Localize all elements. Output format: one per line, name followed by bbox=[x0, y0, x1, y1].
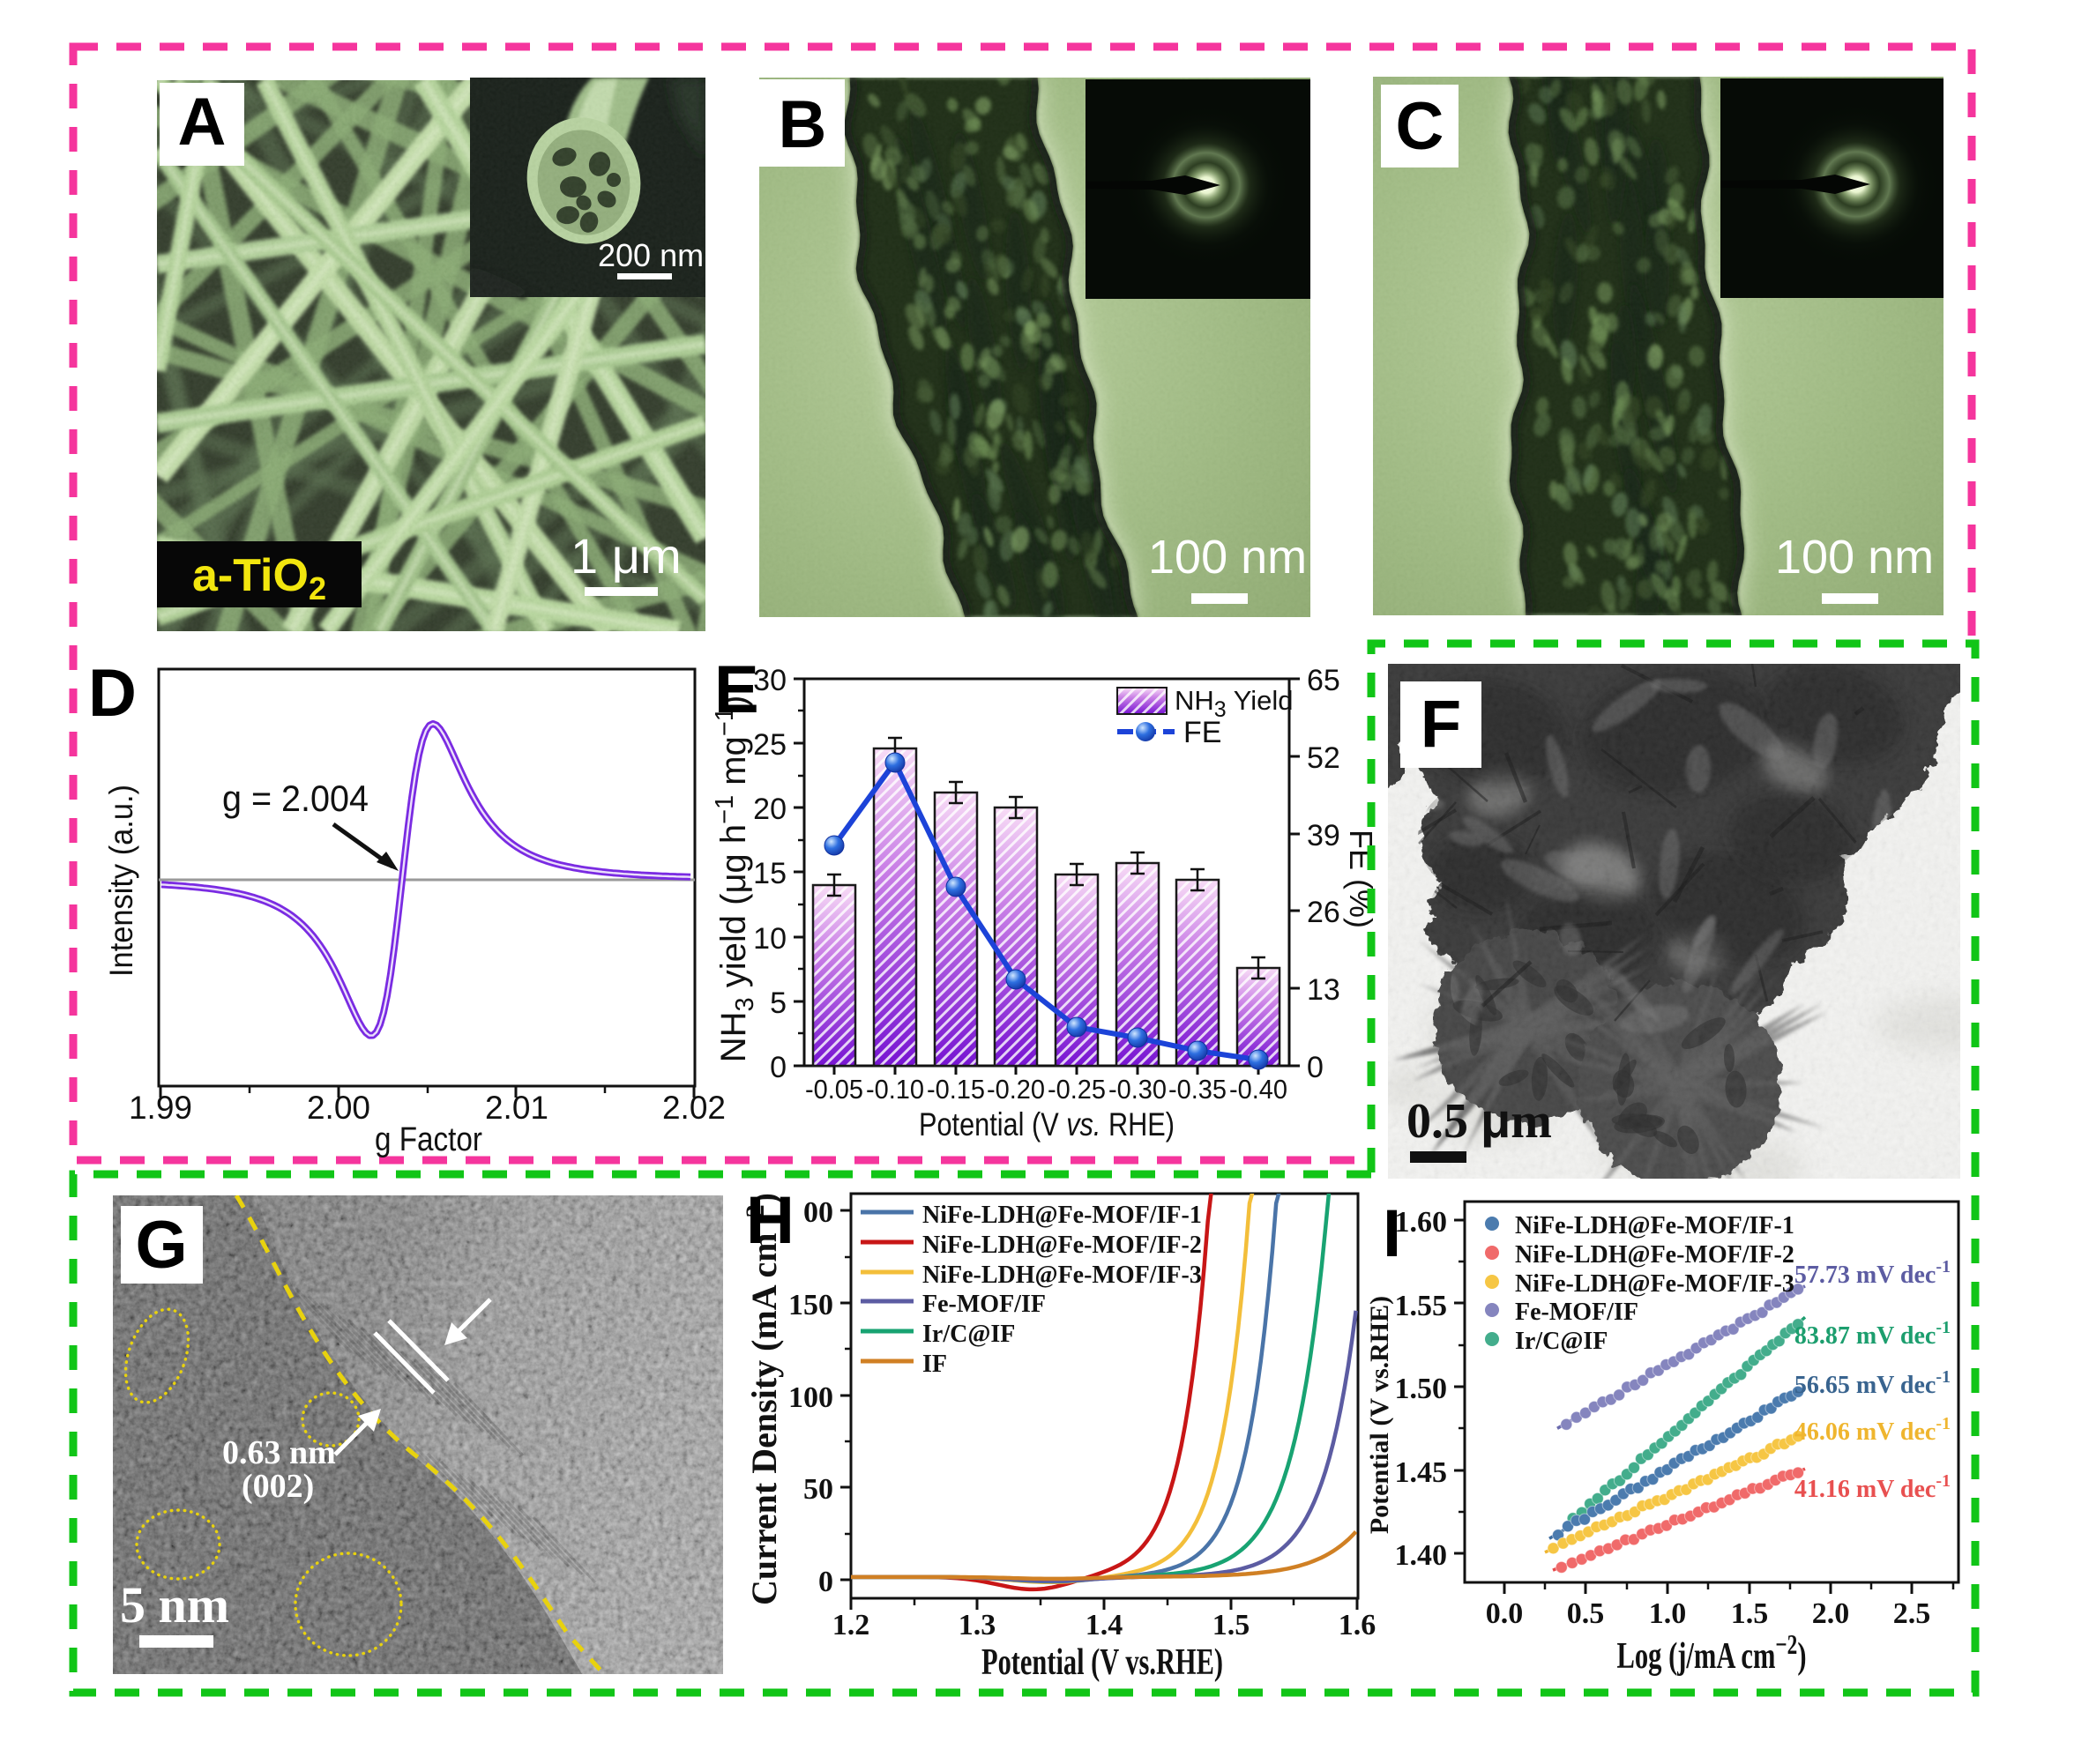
svg-text:Fe-MOF/IF: Fe-MOF/IF bbox=[922, 1291, 1046, 1318]
svg-text:F: F bbox=[1421, 687, 1461, 762]
svg-text:g Factor: g Factor bbox=[375, 1121, 482, 1158]
svg-text:Ir/C@IF: Ir/C@IF bbox=[922, 1321, 1015, 1348]
svg-text:2.00: 2.00 bbox=[307, 1090, 370, 1126]
svg-text:-0.40: -0.40 bbox=[1229, 1074, 1287, 1105]
svg-text:(002): (002) bbox=[242, 1468, 314, 1505]
svg-text:NiFe-LDH@Fe-MOF/IF-3: NiFe-LDH@Fe-MOF/IF-3 bbox=[1515, 1270, 1794, 1298]
svg-text:NiFe-LDH@Fe-MOF/IF-2: NiFe-LDH@Fe-MOF/IF-2 bbox=[922, 1232, 1202, 1259]
svg-text:41.16 mV dec-1: 41.16 mV dec-1 bbox=[1794, 1471, 1951, 1503]
svg-text:C: C bbox=[1396, 89, 1444, 164]
svg-text:-0.15: -0.15 bbox=[927, 1074, 985, 1105]
svg-text:D: D bbox=[88, 656, 137, 731]
svg-text:1 μm: 1 μm bbox=[571, 528, 682, 584]
svg-text:1.55: 1.55 bbox=[1395, 1290, 1448, 1322]
svg-text:30: 30 bbox=[753, 664, 787, 697]
svg-text:5 nm: 5 nm bbox=[120, 1576, 229, 1634]
svg-text:15: 15 bbox=[753, 857, 787, 890]
svg-text:Potential (V vs.RHE): Potential (V vs.RHE) bbox=[1365, 1296, 1394, 1534]
svg-text:g = 2.004: g = 2.004 bbox=[222, 778, 369, 819]
svg-text:1.40: 1.40 bbox=[1395, 1539, 1448, 1572]
svg-text:-0.25: -0.25 bbox=[1048, 1074, 1106, 1105]
svg-text:Log (j/mA cm−2): Log (j/mA cm−2) bbox=[1617, 1628, 1807, 1677]
svg-text:-0.20: -0.20 bbox=[987, 1074, 1045, 1105]
svg-text:-0.10: -0.10 bbox=[866, 1074, 924, 1105]
svg-text:57.73 mV dec-1: 57.73 mV dec-1 bbox=[1794, 1257, 1951, 1289]
svg-text:0.5: 0.5 bbox=[1567, 1597, 1605, 1630]
svg-text:0: 0 bbox=[770, 1051, 787, 1084]
svg-text:Potential (V vs. RHE): Potential (V vs. RHE) bbox=[919, 1106, 1175, 1143]
svg-text:A: A bbox=[178, 85, 227, 160]
svg-text:20: 20 bbox=[753, 793, 787, 826]
svg-text:1.50: 1.50 bbox=[1395, 1373, 1448, 1405]
svg-text:52: 52 bbox=[1307, 741, 1340, 775]
svg-text:2.02: 2.02 bbox=[662, 1090, 726, 1126]
svg-text:1.45: 1.45 bbox=[1395, 1456, 1448, 1489]
svg-text:100 nm: 100 nm bbox=[1148, 531, 1307, 584]
svg-text:H: H bbox=[746, 1183, 795, 1258]
svg-text:1.99: 1.99 bbox=[129, 1090, 192, 1126]
svg-text:E: E bbox=[714, 652, 759, 727]
svg-text:25: 25 bbox=[753, 728, 787, 762]
svg-text:2.5: 2.5 bbox=[1893, 1597, 1931, 1630]
svg-text:1.6: 1.6 bbox=[1339, 1609, 1377, 1641]
svg-text:0.0: 0.0 bbox=[1486, 1597, 1524, 1630]
svg-text:1.60: 1.60 bbox=[1395, 1206, 1448, 1239]
svg-text:00: 00 bbox=[803, 1196, 833, 1229]
svg-text:IF: IF bbox=[922, 1351, 947, 1378]
svg-text:Fe-MOF/IF: Fe-MOF/IF bbox=[1515, 1299, 1638, 1326]
svg-text:5: 5 bbox=[770, 986, 787, 1020]
svg-text:B: B bbox=[779, 87, 827, 162]
svg-text:NiFe-LDH@Fe-MOF/IF-1: NiFe-LDH@Fe-MOF/IF-1 bbox=[1515, 1212, 1794, 1239]
svg-text:46.06 mV dec-1: 46.06 mV dec-1 bbox=[1794, 1414, 1951, 1446]
svg-text:G: G bbox=[135, 1208, 187, 1283]
svg-text:Potential (V vs.RHE): Potential (V vs.RHE) bbox=[981, 1642, 1223, 1683]
svg-text:0.63 nm: 0.63 nm bbox=[222, 1434, 336, 1471]
svg-text:-0.05: -0.05 bbox=[805, 1074, 863, 1105]
svg-text:NH3 yield (μg h−1 mg−1): NH3 yield (μg h−1 mg−1) bbox=[711, 696, 759, 1063]
svg-text:Current Density (mA cm−2): Current Density (mA cm−2) bbox=[741, 1193, 784, 1605]
svg-text:2.01: 2.01 bbox=[485, 1090, 548, 1126]
svg-text:1.2: 1.2 bbox=[832, 1609, 870, 1641]
svg-text:-0.30: -0.30 bbox=[1108, 1074, 1167, 1105]
svg-text:a-TiO2: a-TiO2 bbox=[192, 550, 326, 607]
svg-text:NiFe-LDH@Fe-MOF/IF-3: NiFe-LDH@Fe-MOF/IF-3 bbox=[922, 1262, 1202, 1289]
svg-text:0: 0 bbox=[818, 1566, 833, 1598]
svg-text:56.65 mV dec-1: 56.65 mV dec-1 bbox=[1794, 1367, 1951, 1399]
svg-text:83.87 mV dec-1: 83.87 mV dec-1 bbox=[1794, 1318, 1951, 1350]
svg-text:FE: FE bbox=[1183, 716, 1221, 749]
svg-text:100: 100 bbox=[788, 1381, 833, 1414]
svg-text:I: I bbox=[1383, 1196, 1401, 1271]
svg-text:-0.35: -0.35 bbox=[1168, 1074, 1227, 1105]
svg-text:1.4: 1.4 bbox=[1086, 1609, 1123, 1641]
svg-text:0.5 μm: 0.5 μm bbox=[1406, 1092, 1552, 1149]
svg-text:NiFe-LDH@Fe-MOF/IF-1: NiFe-LDH@Fe-MOF/IF-1 bbox=[922, 1202, 1202, 1229]
svg-text:39: 39 bbox=[1307, 819, 1340, 852]
svg-text:2.0: 2.0 bbox=[1812, 1597, 1850, 1630]
svg-text:13: 13 bbox=[1307, 973, 1340, 1007]
svg-text:50: 50 bbox=[803, 1473, 833, 1506]
svg-text:1.3: 1.3 bbox=[959, 1609, 996, 1641]
svg-text:65: 65 bbox=[1307, 664, 1340, 697]
svg-text:Intensity (a.u.): Intensity (a.u.) bbox=[103, 785, 139, 977]
svg-text:10: 10 bbox=[753, 922, 787, 956]
svg-text:200 nm: 200 nm bbox=[598, 237, 704, 273]
svg-text:1.5: 1.5 bbox=[1731, 1597, 1769, 1630]
svg-text:0: 0 bbox=[1307, 1051, 1324, 1084]
svg-text:1.0: 1.0 bbox=[1649, 1597, 1687, 1630]
svg-text:NiFe-LDH@Fe-MOF/IF-2: NiFe-LDH@Fe-MOF/IF-2 bbox=[1515, 1241, 1794, 1269]
svg-text:100 nm: 100 nm bbox=[1775, 531, 1934, 584]
svg-text:FE (%): FE (%) bbox=[1343, 830, 1379, 928]
svg-text:150: 150 bbox=[788, 1289, 833, 1321]
svg-text:1.5: 1.5 bbox=[1212, 1609, 1250, 1641]
svg-text:26: 26 bbox=[1307, 896, 1340, 929]
svg-text:Ir/C@IF: Ir/C@IF bbox=[1515, 1328, 1608, 1355]
